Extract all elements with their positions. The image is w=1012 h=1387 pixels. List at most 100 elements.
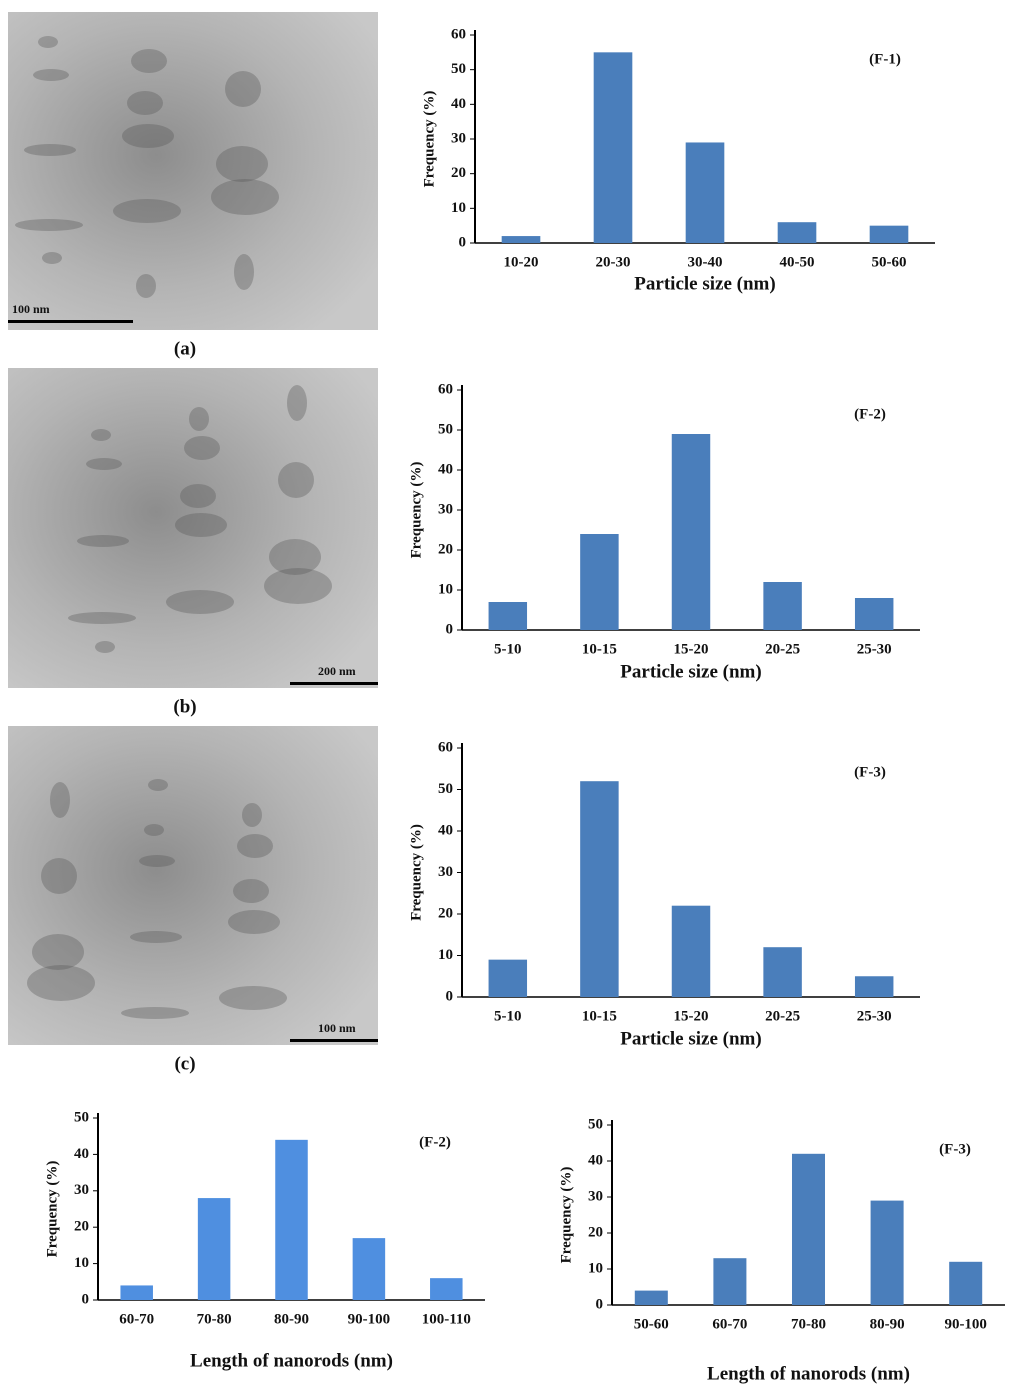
y-tick-label: 0 bbox=[459, 234, 467, 250]
tem-texture bbox=[225, 71, 261, 107]
bar bbox=[713, 1258, 747, 1305]
y-tick-label: 10 bbox=[438, 947, 453, 963]
y-tick-label: 20 bbox=[438, 905, 453, 921]
tem-texture bbox=[139, 855, 175, 867]
tem-texture bbox=[38, 36, 58, 48]
bar bbox=[763, 582, 802, 630]
tem-texture bbox=[228, 910, 280, 934]
x-tick-label: 5-10 bbox=[494, 1008, 522, 1024]
x-tick-label: 50-60 bbox=[872, 254, 907, 270]
y-tick-label: 40 bbox=[588, 1152, 603, 1168]
scale-bar bbox=[290, 682, 378, 685]
y-tick-label: 0 bbox=[596, 1296, 604, 1312]
y-tick-label: 40 bbox=[74, 1146, 89, 1162]
scale-bar-label: 100 nm bbox=[12, 302, 50, 316]
y-tick-label: 50 bbox=[74, 1109, 89, 1125]
y-tick-label: 0 bbox=[446, 988, 454, 1004]
scale-bar-label: 100 nm bbox=[318, 1021, 356, 1035]
bar bbox=[580, 781, 619, 997]
bar bbox=[791, 1153, 826, 1305]
y-axis-label: Frequency (%) bbox=[408, 462, 424, 559]
tem-texture bbox=[15, 219, 83, 231]
x-tick-label: 80-90 bbox=[274, 1311, 309, 1327]
tem-texture bbox=[24, 144, 76, 156]
x-tick-label: 30-40 bbox=[688, 254, 723, 270]
bar bbox=[949, 1261, 983, 1305]
tem-texture bbox=[166, 590, 234, 614]
scale-bar-label: 200 nm bbox=[318, 664, 356, 678]
y-tick-label: 60 bbox=[451, 26, 466, 42]
x-tick-label: 70-80 bbox=[791, 1316, 826, 1332]
tem-texture bbox=[237, 834, 273, 858]
tem-texture bbox=[287, 385, 307, 421]
tem-texture bbox=[144, 824, 164, 836]
y-tick-label: 30 bbox=[74, 1182, 89, 1198]
annotation: (F-2) bbox=[854, 406, 886, 422]
x-tick-label: 20-30 bbox=[596, 254, 631, 270]
y-tick-label: 50 bbox=[438, 421, 453, 437]
x-axis-label: Particle size (nm) bbox=[634, 273, 775, 294]
x-tick-label: 25-30 bbox=[857, 1008, 892, 1024]
x-tick-label: 90-100 bbox=[944, 1316, 987, 1332]
tem-texture bbox=[77, 535, 129, 547]
y-tick-label: 30 bbox=[451, 130, 466, 146]
tem-texture bbox=[148, 779, 168, 791]
bar bbox=[501, 236, 541, 243]
bar bbox=[870, 1200, 904, 1305]
scale-bar bbox=[290, 1039, 378, 1042]
y-tick-label: 20 bbox=[74, 1219, 89, 1235]
bar bbox=[430, 1278, 463, 1300]
x-axis-label: Length of nanorods (nm) bbox=[190, 1350, 393, 1371]
y-tick-label: 50 bbox=[451, 61, 466, 77]
x-tick-label: 60-70 bbox=[712, 1316, 747, 1332]
x-axis-label: Particle size (nm) bbox=[620, 1028, 761, 1049]
annotation: (F-3) bbox=[939, 1141, 971, 1157]
y-tick-label: 20 bbox=[451, 165, 466, 181]
y-axis-label: Frequency (%) bbox=[558, 1167, 574, 1264]
tem-image bbox=[8, 368, 378, 688]
x-tick-label: 5-10 bbox=[494, 641, 522, 657]
tem-texture bbox=[233, 879, 269, 903]
x-axis-label: Particle size (nm) bbox=[620, 661, 761, 682]
bar bbox=[120, 1285, 153, 1300]
bar bbox=[580, 534, 619, 630]
tem-texture bbox=[122, 124, 174, 148]
annotation: (F-2) bbox=[419, 1134, 451, 1150]
bar bbox=[488, 602, 528, 630]
bar bbox=[634, 1290, 668, 1305]
y-tick-label: 40 bbox=[438, 461, 453, 477]
tem-texture bbox=[219, 986, 287, 1010]
tem-image bbox=[8, 12, 378, 330]
bar bbox=[352, 1238, 386, 1300]
x-tick-label: 15-20 bbox=[674, 1008, 709, 1024]
tem-texture bbox=[68, 612, 136, 624]
tem-texture bbox=[41, 858, 77, 894]
tem-texture bbox=[33, 69, 69, 81]
y-tick-label: 20 bbox=[438, 541, 453, 557]
y-tick-label: 30 bbox=[438, 864, 453, 880]
tem-texture bbox=[184, 436, 220, 460]
y-axis-label: Frequency (%) bbox=[408, 824, 424, 921]
y-tick-label: 40 bbox=[438, 822, 453, 838]
x-tick-label: 80-90 bbox=[870, 1316, 905, 1332]
x-tick-label: 25-30 bbox=[857, 641, 892, 657]
bar bbox=[685, 142, 725, 243]
bar bbox=[275, 1139, 308, 1300]
tem-texture bbox=[175, 513, 227, 537]
annotation: (F-3) bbox=[854, 764, 886, 780]
tem-texture bbox=[278, 462, 314, 498]
y-tick-label: 30 bbox=[438, 501, 453, 517]
tem-texture bbox=[130, 931, 182, 943]
tem-texture bbox=[234, 254, 254, 290]
y-tick-label: 30 bbox=[588, 1188, 603, 1204]
panel-label: (c) bbox=[174, 1053, 195, 1074]
y-tick-label: 20 bbox=[588, 1224, 603, 1240]
x-tick-label: 100-110 bbox=[422, 1311, 471, 1327]
x-tick-label: 20-25 bbox=[765, 1008, 800, 1024]
tem-texture bbox=[189, 407, 209, 431]
bar bbox=[671, 905, 711, 997]
panel-label: (a) bbox=[174, 338, 196, 359]
tem-texture bbox=[50, 782, 70, 818]
tem-texture bbox=[211, 179, 279, 215]
